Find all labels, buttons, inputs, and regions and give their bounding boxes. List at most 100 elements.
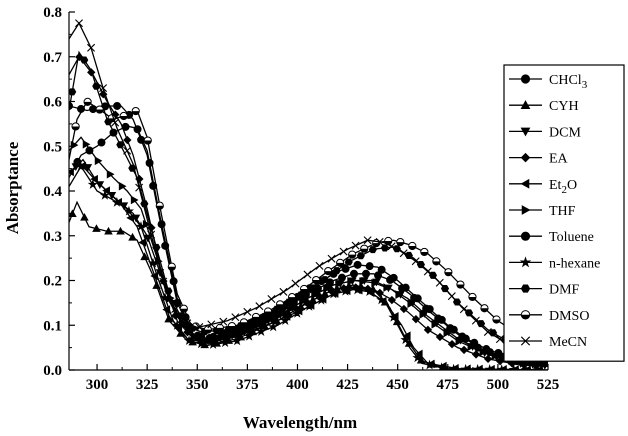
- data-point: [244, 308, 251, 315]
- data-point: [232, 314, 239, 321]
- data-point: [448, 293, 455, 300]
- legend-label: EA: [549, 152, 569, 167]
- x-axis-title: Wavelength/nm: [243, 413, 357, 432]
- data-point: [472, 351, 479, 358]
- data-point: [412, 258, 419, 265]
- legend-label: THF: [549, 204, 576, 219]
- data-point: [75, 20, 82, 27]
- x-tick-label: 400: [286, 377, 309, 393]
- data-point: [411, 294, 418, 301]
- data-point: [374, 272, 381, 279]
- data-point: [483, 345, 490, 352]
- legend-marker: [521, 75, 529, 83]
- data-point: [206, 334, 213, 341]
- data-point: [98, 139, 105, 146]
- data-point: [423, 305, 430, 312]
- data-point: [448, 341, 455, 348]
- y-tick-label: 0.3: [43, 229, 62, 245]
- data-point: [86, 147, 93, 154]
- data-point: [333, 268, 340, 274]
- legend-marker: [521, 285, 529, 292]
- data-point: [460, 306, 467, 313]
- data-point: [280, 288, 287, 295]
- y-tick-label: 0.4: [43, 184, 62, 200]
- x-tick-label: 325: [136, 377, 159, 393]
- data-point: [321, 276, 328, 282]
- data-point: [124, 147, 131, 154]
- data-point: [369, 246, 376, 252]
- data-point: [362, 270, 369, 277]
- data-point: [114, 102, 121, 109]
- data-point: [465, 310, 472, 316]
- plot-area: [65, 20, 551, 374]
- legend: CHCl3CYHDCMEAEt2OTHFToluenen-hexaneDMFDM…: [504, 65, 624, 361]
- data-point: [69, 89, 76, 95]
- data-point: [256, 303, 263, 310]
- data-point: [366, 263, 373, 270]
- y-tick-label: 0.0: [43, 363, 62, 379]
- data-point: [134, 126, 141, 133]
- data-point: [81, 57, 88, 63]
- data-point: [460, 346, 467, 353]
- series-line-thf: [69, 137, 548, 363]
- data-point: [352, 242, 359, 249]
- series-line-chcl3: [69, 106, 548, 363]
- data-point: [350, 270, 357, 277]
- data-point: [398, 285, 405, 292]
- data-point: [316, 262, 323, 269]
- data-point: [435, 315, 442, 322]
- data-point: [381, 245, 388, 251]
- data-point: [122, 123, 129, 130]
- series-line-toluene: [69, 126, 548, 363]
- data-point: [386, 276, 393, 283]
- legend-label: DCM: [549, 125, 581, 140]
- series-chcl3: [65, 102, 548, 365]
- data-point: [388, 243, 395, 250]
- series-thf: [69, 137, 548, 366]
- data-point: [345, 259, 352, 265]
- x-tick-label: 300: [86, 377, 109, 393]
- y-tick-label: 0.6: [43, 95, 62, 111]
- y-tick-label: 0.1: [43, 318, 62, 334]
- series-dmf: [69, 52, 548, 357]
- data-point: [447, 325, 454, 332]
- legend-label: MeCN: [549, 335, 587, 350]
- data-point: [81, 214, 88, 220]
- data-point: [328, 255, 335, 262]
- y-axis-title: Absorptance: [3, 141, 22, 234]
- data-point: [292, 280, 299, 287]
- x-tick-label: 425: [336, 377, 359, 393]
- x-tick-label: 350: [186, 377, 209, 393]
- series-ea: [69, 53, 548, 369]
- data-point: [495, 349, 502, 356]
- data-point: [268, 295, 275, 302]
- data-point: [340, 248, 347, 255]
- data-point: [436, 333, 443, 340]
- data-point: [338, 274, 345, 281]
- series-toluene: [69, 123, 550, 366]
- x-tick-label: 375: [236, 377, 259, 393]
- data-point: [484, 355, 491, 362]
- x-tick-label: 450: [386, 377, 409, 393]
- data-point: [194, 332, 201, 339]
- legend-label: n-hexane: [549, 256, 600, 271]
- legend-label: CYH: [549, 99, 579, 114]
- data-point: [124, 136, 131, 143]
- legend-label: DMF: [549, 283, 580, 298]
- data-point: [87, 44, 94, 51]
- data-point: [129, 234, 136, 240]
- legend-label: DMSO: [549, 309, 589, 324]
- data-point: [424, 268, 431, 275]
- data-point: [357, 253, 364, 259]
- legend-label: Toluene: [549, 230, 594, 245]
- data-point: [459, 333, 466, 340]
- data-point: [436, 279, 443, 286]
- data-point: [376, 289, 383, 296]
- data-point: [93, 83, 100, 89]
- data-point: [471, 339, 478, 346]
- legend-marker: [521, 232, 529, 240]
- data-point: [309, 285, 316, 291]
- y-tick-label: 0.5: [43, 139, 62, 155]
- x-tick-label: 475: [437, 377, 460, 393]
